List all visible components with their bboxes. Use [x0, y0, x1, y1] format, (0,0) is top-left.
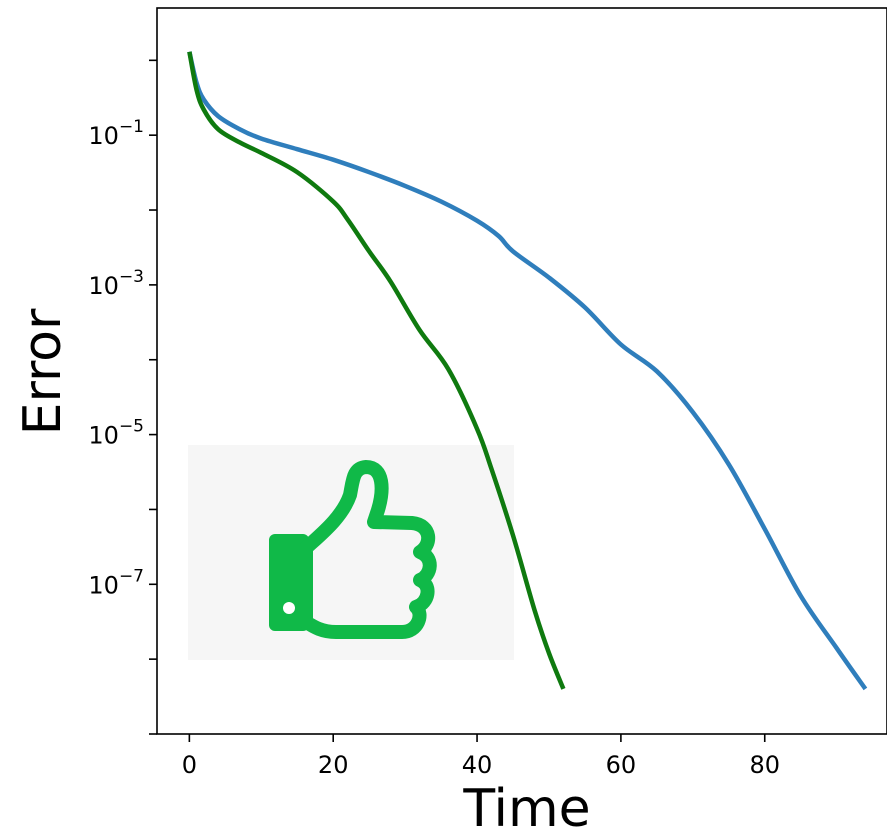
series-line-2 — [187, 51, 566, 690]
thumbs-up-overlay — [188, 445, 514, 660]
thumbs-up-icon — [269, 460, 437, 639]
y-tick-label: 10−3 — [88, 267, 144, 300]
x-tick-label: 20 — [318, 751, 349, 779]
y-axis-title: Error — [13, 308, 73, 435]
y-tick-label: 10−5 — [88, 417, 144, 450]
y-tick-label: 10−7 — [88, 566, 144, 599]
y-tick-label: 10−1 — [88, 117, 144, 150]
plot-frame — [156, 7, 887, 735]
x-tick-label: 80 — [749, 751, 780, 779]
x-axis: 0 20 40 60 80 — [182, 734, 780, 779]
series-layer — [187, 51, 868, 691]
x-axis-title: Time — [462, 779, 590, 833]
x-tick-label: 0 — [182, 751, 197, 779]
x-tick-label: 40 — [462, 751, 493, 779]
series-line-1 — [187, 51, 868, 691]
y-axis: 10−1 10−3 10−5 10−7 — [88, 59, 157, 735]
x-tick-label: 60 — [606, 751, 637, 779]
